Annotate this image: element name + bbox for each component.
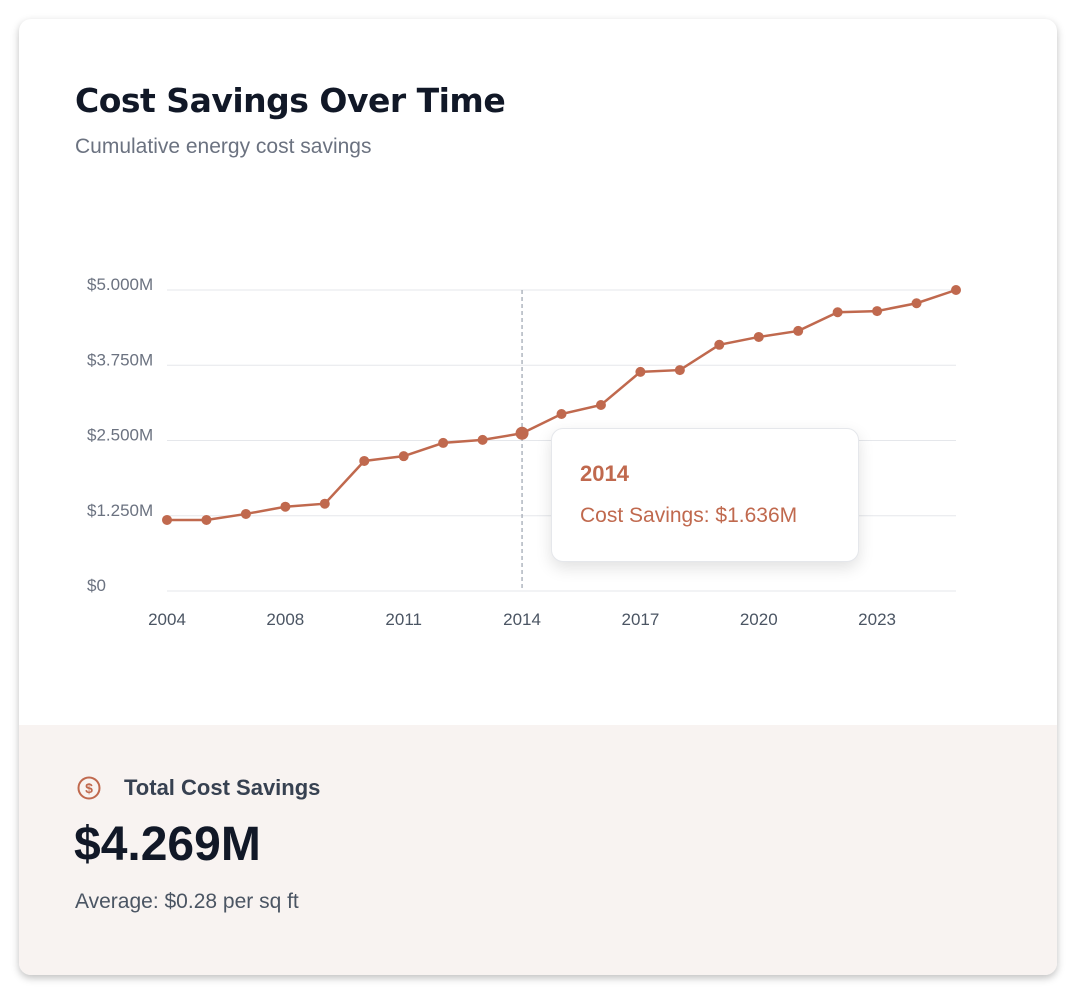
data-point [398,451,409,462]
x-tick-label: 2004 [148,610,186,629]
tooltip-value: Cost Savings: $1.636M [580,504,798,527]
summary-note: Average: $0.28 per sq ft [75,890,299,913]
data-point [162,514,172,525]
data-point [556,409,567,420]
data-point [951,285,961,295]
chart-title: Cost Savings Over Time [75,81,506,120]
x-tick-label: 2014 [503,610,541,629]
x-tick-label: 2023 [858,610,896,629]
data-point [477,434,488,445]
summary-label: Total Cost Savings [124,775,321,800]
data-point [240,508,251,519]
data-point [595,399,606,410]
chart-tooltip: 2014 Cost Savings: $1.636M [551,428,859,562]
data-point [793,325,804,336]
dollar-circle-icon: $ [77,776,101,800]
data-point [674,365,685,376]
y-tick-label: $5.000M [87,275,153,294]
line-chart[interactable]: $0 $1.250M $2.500M $3.750M $5.000M 2004 2008 20… [19,19,1057,725]
y-tick-label: $1.250M [87,501,153,520]
data-point [753,331,764,342]
x-tick-label: 2011 [385,610,422,629]
data-point [201,514,212,525]
x-tick-label: 2017 [621,610,659,629]
data-point [832,307,843,318]
data-point [438,437,449,448]
y-tick-label: $0 [87,576,106,595]
data-point [911,298,922,309]
data-point [359,455,370,466]
x-tick-label: 2020 [740,610,778,629]
chart-subtitle: Cumulative energy cost savings [75,135,372,158]
summary-panel: $ Total Cost Savings $4.269M Average: $0… [19,725,1057,975]
cost-savings-card: Cost Savings Over Time Cumulative energy… [19,19,1057,975]
active-data-point [515,426,529,440]
x-tick-label: 2008 [266,610,304,629]
tooltip-title: 2014 [580,461,629,486]
y-tick-label: $3.750M [87,350,153,369]
data-point [872,306,883,317]
data-point [319,498,330,509]
summary-value: $4.269M [74,818,261,871]
y-tick-label: $2.500M [87,426,153,445]
svg-text:$: $ [85,780,93,796]
data-point [714,339,725,350]
data-point [635,366,646,377]
data-point [280,501,291,512]
